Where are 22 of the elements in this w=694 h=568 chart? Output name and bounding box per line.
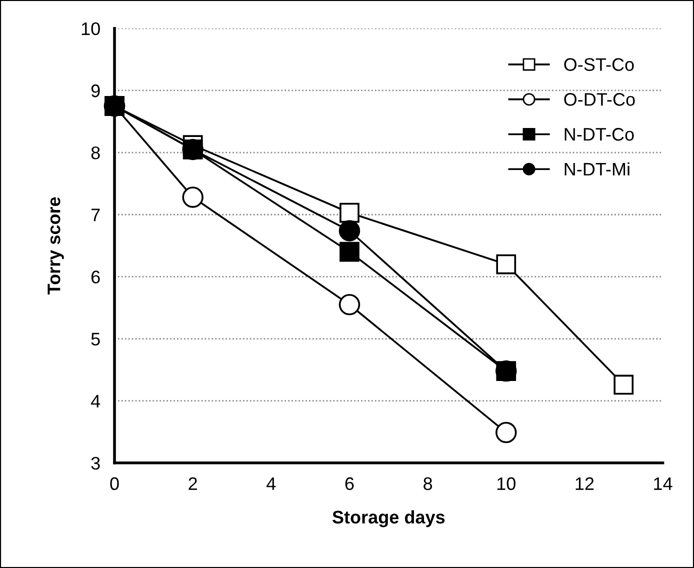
y-axis-title: Torry score	[48, 197, 64, 294]
y-tick-label: 5	[91, 332, 100, 346]
y-tick-label: 7	[92, 208, 100, 222]
x-tick-label: 4	[266, 477, 276, 490]
x-tick-label: 0	[110, 477, 119, 490]
x-axis-title: Storage days	[332, 510, 445, 528]
x-tick-label: 6	[345, 477, 354, 490]
y-tick-label: 6	[91, 270, 100, 284]
y-tick-label: 8	[91, 146, 100, 160]
x-tick-label: 8	[424, 477, 432, 490]
y-tick-label: 9	[91, 84, 100, 98]
legend-label: N-DT-Mi	[564, 162, 630, 176]
y-tick-label: 4	[90, 394, 100, 408]
x-tick-label: 2	[188, 477, 197, 490]
x-tick-label: 10	[497, 477, 516, 490]
legend-label: O-DT-Co	[564, 93, 635, 106]
y-tick-label: 10	[82, 22, 100, 36]
legend-label: O-ST-Co	[564, 58, 634, 71]
y-tick-label: 3	[91, 456, 100, 470]
legend-label: N-DT-Co	[564, 128, 634, 141]
x-tick-label: 12	[576, 477, 594, 490]
x-tick-label: 14	[654, 477, 672, 490]
